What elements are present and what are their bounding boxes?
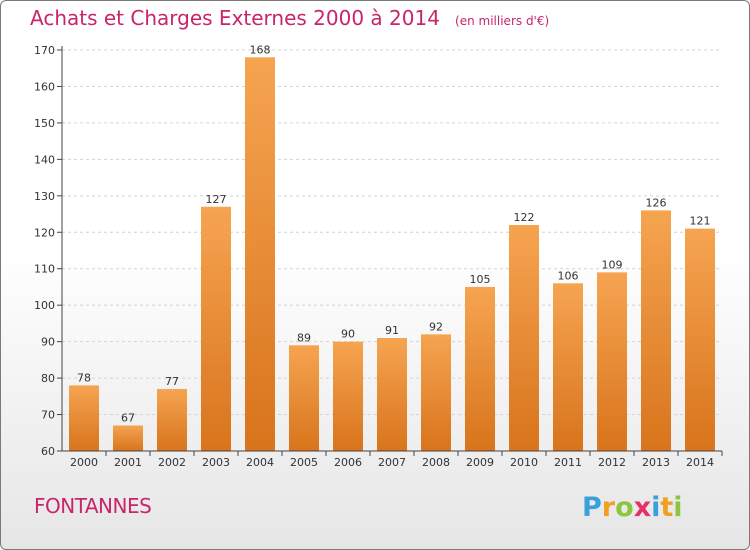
axes: 60 70 80 90 100 110 120 130 140 150 160 170 2000 2001… bbox=[34, 44, 723, 469]
y-tick-label: 100 bbox=[34, 299, 55, 312]
bar bbox=[553, 283, 583, 451]
x-tick-label: 2004 bbox=[246, 456, 274, 469]
data-label: 168 bbox=[250, 43, 271, 56]
x-tick-label: 2006 bbox=[334, 456, 362, 469]
y-tick-label: 140 bbox=[34, 153, 55, 166]
data-label: 127 bbox=[206, 193, 227, 206]
x-tick-label: 2009 bbox=[466, 456, 494, 469]
data-label: 109 bbox=[602, 258, 623, 271]
x-tick-label: 2012 bbox=[598, 456, 626, 469]
city-name: FONTANNES bbox=[34, 494, 152, 518]
bar bbox=[465, 286, 495, 451]
data-label: 126 bbox=[646, 196, 667, 209]
data-label: 91 bbox=[385, 324, 399, 337]
x-tick-label: 2003 bbox=[202, 456, 230, 469]
bar bbox=[685, 228, 715, 451]
title-row: Achats et Charges Externes 2000 à 2014 (… bbox=[30, 6, 549, 30]
bars: 78 67 77 127 168 89 90 91 92 105 122 106 109 126 121 bbox=[69, 43, 715, 452]
bar bbox=[201, 206, 231, 451]
y-tick-label: 60 bbox=[41, 445, 55, 458]
x-tick-label: 2014 bbox=[686, 456, 714, 469]
x-tick-label: 2010 bbox=[510, 456, 538, 469]
data-label: 78 bbox=[77, 371, 91, 384]
chart-title: Achats et Charges Externes 2000 à 2014 bbox=[30, 6, 440, 30]
bar bbox=[113, 425, 143, 451]
x-tick-label: 2011 bbox=[554, 456, 582, 469]
y-tick-label: 160 bbox=[34, 80, 55, 93]
bar bbox=[289, 345, 319, 451]
proxiti-logo: Proxiti bbox=[582, 492, 683, 523]
x-tick-label: 2013 bbox=[642, 456, 670, 469]
svg-text:Proxiti: Proxiti bbox=[582, 492, 683, 523]
bar bbox=[377, 337, 407, 451]
x-tick-label: 2008 bbox=[422, 456, 450, 469]
data-label: 67 bbox=[121, 411, 135, 424]
data-label: 122 bbox=[514, 211, 535, 224]
bar bbox=[641, 210, 671, 451]
bar bbox=[69, 385, 99, 451]
y-tick-label: 80 bbox=[41, 372, 55, 385]
bar bbox=[245, 57, 275, 452]
y-tick-label: 170 bbox=[34, 44, 55, 57]
bar bbox=[509, 224, 539, 451]
x-tick-label: 2005 bbox=[290, 456, 318, 469]
x-tick-label: 2000 bbox=[70, 456, 98, 469]
bar bbox=[597, 272, 627, 451]
bar bbox=[333, 341, 363, 451]
y-tick-label: 90 bbox=[41, 336, 55, 349]
data-label: 106 bbox=[558, 269, 579, 282]
x-tick-label: 2002 bbox=[158, 456, 186, 469]
data-label: 77 bbox=[165, 375, 179, 388]
data-label: 89 bbox=[297, 331, 311, 344]
y-tick-label: 120 bbox=[34, 226, 55, 239]
x-tick-label: 2001 bbox=[114, 456, 142, 469]
y-tick-label: 70 bbox=[41, 409, 55, 422]
data-label: 121 bbox=[690, 215, 711, 228]
data-label: 90 bbox=[341, 328, 355, 341]
x-tick-label: 2007 bbox=[378, 456, 406, 469]
data-label: 105 bbox=[470, 273, 491, 286]
y-tick-label: 150 bbox=[34, 117, 55, 130]
bar bbox=[157, 389, 187, 451]
data-label: 92 bbox=[429, 320, 443, 333]
chart-subtitle: (en milliers d'€) bbox=[455, 14, 550, 28]
y-tick-label: 130 bbox=[34, 190, 55, 203]
bar bbox=[421, 334, 451, 451]
y-tick-label: 110 bbox=[34, 263, 55, 276]
